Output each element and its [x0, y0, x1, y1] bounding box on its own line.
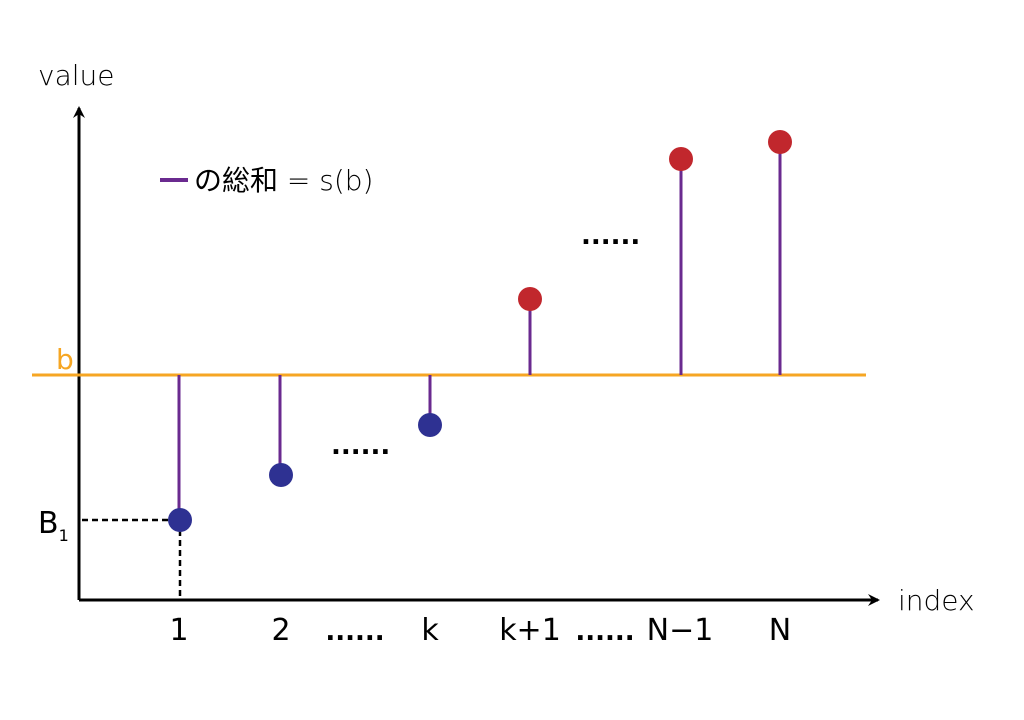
x-tick-label: k — [421, 613, 439, 648]
upper-ellipsis: ...... — [581, 221, 640, 251]
x-tick-label: 2 — [271, 613, 290, 648]
point-n-minus-1 — [669, 147, 693, 171]
point-n — [768, 130, 792, 154]
lower-ellipsis: ...... — [331, 431, 390, 461]
x-tick-label: N — [769, 613, 791, 648]
point-2 — [269, 463, 293, 487]
b1-label: B1 — [38, 506, 69, 545]
y-axis-title: value — [38, 59, 114, 92]
point-1 — [168, 508, 192, 532]
point-k — [418, 413, 442, 437]
x-tick-label: N−1 — [647, 613, 714, 648]
b1-label-sub: 1 — [59, 526, 69, 545]
threshold-label: b — [56, 343, 74, 376]
legend-text: の総和 = s(b) — [194, 164, 373, 197]
x-tick-label: k+1 — [499, 613, 561, 648]
x-tick-label: ...... — [575, 617, 634, 647]
x-axis-title: index — [898, 584, 975, 617]
x-tick-label: 1 — [169, 613, 188, 648]
x-tick-label: ...... — [325, 617, 384, 647]
b1-label-main: B — [38, 506, 59, 541]
point-k-plus-1 — [518, 287, 542, 311]
